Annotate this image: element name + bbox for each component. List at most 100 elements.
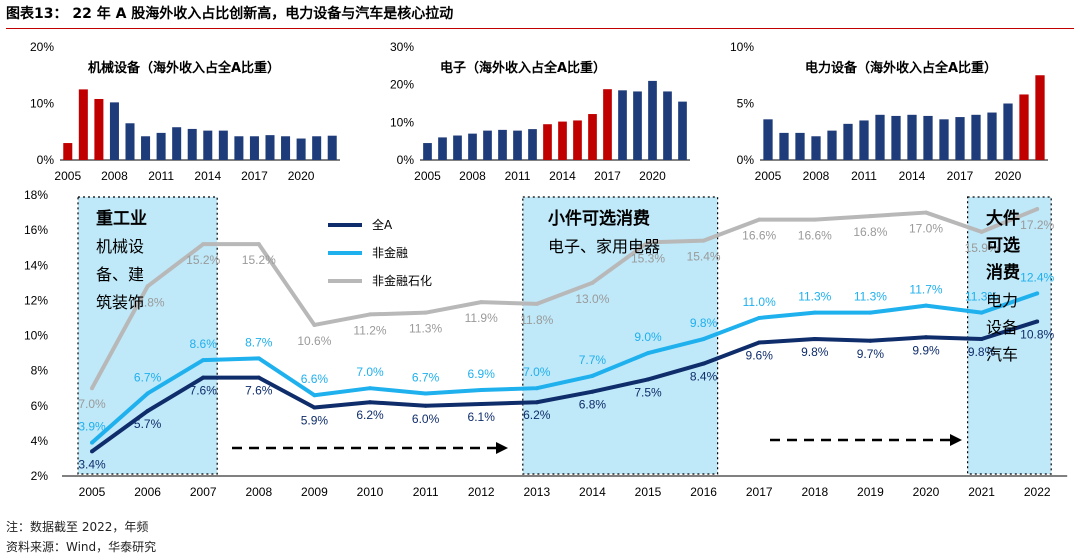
data-point [256,375,261,380]
data-point [812,310,817,315]
data-point [368,386,372,391]
box-text: 设备 [986,318,1018,337]
series-line-3 [90,207,1038,390]
x-tick-label: 2014 [899,169,926,183]
bar-2013 [187,128,197,160]
data-label: 15.3% [631,251,665,265]
data-label: 12.8% [131,295,165,309]
data-label: 11.3% [965,290,998,304]
x-tick-label: 2020 [995,169,1022,183]
bar-2016 [939,119,949,160]
bar-2013 [543,124,552,160]
data-point [646,240,650,245]
data-point [201,375,206,380]
x-tick-label: 2015 [635,485,662,499]
bar-2010 [498,129,507,160]
data-label: 6.0% [412,412,440,426]
bar-2019 [987,112,997,160]
bar-2016 [234,136,244,160]
y-tick-label: 4% [31,434,49,448]
bar-2008 [109,102,119,160]
data-label: 6.7% [412,370,440,384]
bar-2011 [156,132,166,160]
box-heading: 可选 [986,236,1020,256]
x-tick-label: 2008 [459,169,486,183]
bar-2017 [603,89,612,160]
panel-title: 电子（海外收入占全A比重） [440,60,606,76]
y-tick-label: 0% [397,153,415,167]
data-point [423,403,428,408]
data-label: 5.7% [134,417,162,431]
data-label: 15.9% [965,241,999,255]
y-tick-label: 10% [390,115,414,129]
data-label: 16.6% [742,229,776,243]
data-point [423,391,428,396]
data-label: 6.8% [579,398,607,412]
data-label: 11.0% [743,295,776,309]
data-point [757,340,762,345]
box-text: 备、建 [96,265,144,284]
data-label: 7.0% [356,365,384,379]
y-tick-label: 0% [37,153,55,167]
data-point [479,387,484,392]
bar-2008 [811,136,821,160]
y-tick-label: 8% [31,364,49,378]
x-tick-label: 2014 [579,485,606,499]
data-point [534,301,539,306]
x-tick-label: 2011 [851,169,877,183]
bar-2007 [453,135,462,160]
data-point [646,351,650,356]
legend-label: 非金融石化 [372,273,432,288]
x-tick-label: 2005 [79,485,106,499]
bar-2005 [763,119,773,160]
x-tick-label: 2009 [301,485,328,499]
data-label: 13.0% [575,292,609,306]
bar-2021 [312,136,322,160]
bar-2011 [859,120,869,160]
series-line-1 [90,319,1038,454]
x-tick-label: 2017 [594,169,621,183]
trend-arrow-2 [770,434,962,446]
box-text: 筑装饰 [96,293,144,312]
data-point [701,238,706,243]
bar-2015 [218,130,228,160]
data-label: 11.8% [520,313,553,327]
bar-2018 [265,135,275,160]
bar-2015 [573,120,582,160]
data-label: 12.4% [1020,270,1054,284]
box-text: 汽车 [986,345,1018,364]
bar-2010 [843,123,853,160]
bar-2005 [63,143,73,160]
x-tick-label: 2008 [101,169,128,183]
data-label: 10.6% [297,334,331,348]
y-tick-label: 0% [737,153,755,167]
data-point [1035,319,1040,324]
bar-2009 [483,130,492,160]
bar-2018 [618,90,627,160]
y-tick-label: 10% [30,97,54,111]
bar-2013 [891,115,901,160]
data-label: 9.0% [634,330,662,344]
x-tick-label: 2005 [755,169,782,183]
data-point [757,217,762,222]
x-tick-label: 2017 [746,485,773,499]
bar-2012 [528,129,537,160]
y-tick-label: 20% [390,78,414,92]
x-tick-label: 2017 [947,169,974,183]
bar-2009 [125,123,135,160]
x-tick-label: 2019 [857,485,884,499]
data-point [812,217,817,222]
y-tick-label: 30% [390,40,414,54]
data-point [145,391,150,396]
x-tick-label: 2010 [357,485,384,499]
data-label: 6.2% [356,408,384,422]
data-label: 7.0% [78,397,106,411]
bar-2014 [558,121,567,160]
data-point [590,280,595,285]
data-label: 9.8% [968,345,996,359]
data-label: 9.6% [746,349,774,363]
data-point [979,310,984,315]
box-text: 机械设 [96,237,144,256]
bar-2006 [438,137,447,160]
